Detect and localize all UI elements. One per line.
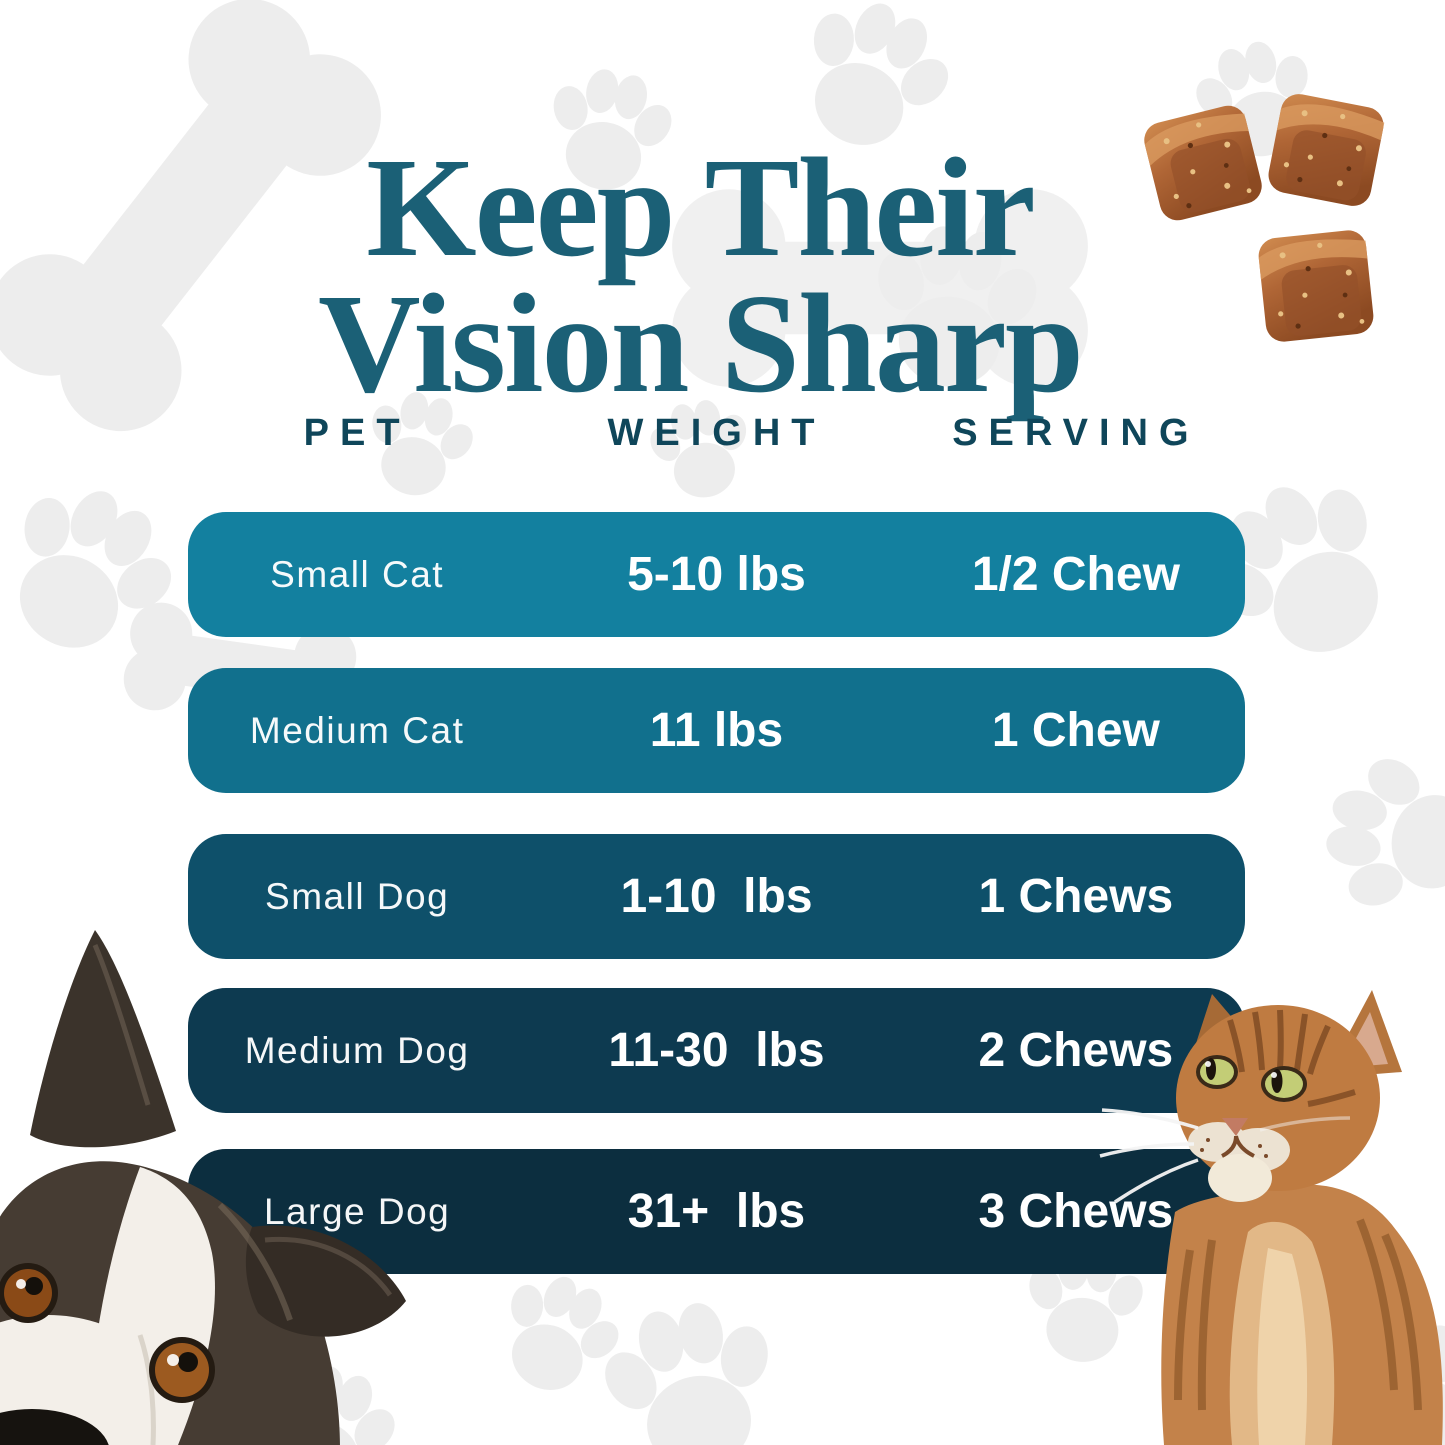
weight-cell: 5-10 lbs [627, 548, 806, 601]
table-row: Small Dog 1-10 lbs 1 Chews [188, 834, 1245, 959]
table-row: Medium Dog 11-30 lbs 2 Chews [188, 988, 1245, 1113]
serving-cell: 1 Chew [991, 704, 1160, 757]
table-row: Large Dog 31+ lbs 3 Chews [188, 1149, 1245, 1274]
chew-treat [1258, 230, 1374, 342]
serving-cell: 2 Chews [978, 1024, 1174, 1077]
pet-cell: Medium Dog [244, 1029, 470, 1071]
serving-cell: 1 Chews [978, 870, 1174, 923]
title-line-1: Keep Their [366, 128, 1036, 287]
table-header-row: PET WEIGHT SERVING [188, 408, 1245, 458]
cat-eye [1196, 1055, 1238, 1089]
pet-cell: Large Dog [263, 1190, 451, 1232]
weight-cell: 11 lbs [649, 704, 784, 757]
pet-cell: Medium Cat [249, 709, 465, 751]
table-row: Medium Cat 11 lbs 1 Chew [188, 668, 1245, 793]
serving-cell: 3 Chews [978, 1185, 1174, 1238]
cat-photo [1099, 990, 1443, 1445]
dog-photo [0, 930, 406, 1445]
header-weight: WEIGHT [607, 411, 826, 454]
cat-eye [1261, 1066, 1307, 1102]
dog-eye [0, 1263, 58, 1323]
dog-eye [149, 1337, 215, 1403]
title-line-2: Vision Sharp [318, 264, 1084, 423]
chew-treat [1268, 94, 1385, 206]
weight-cell: 31+ lbs [627, 1185, 806, 1238]
chew-treat [1144, 105, 1262, 221]
table-row: Small Cat 5-10 lbs 1/2 Chew [188, 512, 1245, 637]
supplement-chews-icon [1144, 94, 1385, 342]
page-title: Keep Their Vision Sharp [0, 128, 1400, 423]
dog-nose [0, 1409, 109, 1445]
pet-cell: Small Dog [265, 875, 450, 917]
serving-cell: 1/2 Chew [971, 548, 1180, 601]
pet-cell: Small Cat [270, 553, 445, 595]
weight-cell: 1-10 lbs [620, 870, 813, 923]
cat-nose [1222, 1118, 1248, 1136]
weight-cell: 11-30 lbs [608, 1024, 825, 1077]
header-serving: SERVING [952, 411, 1200, 454]
header-pet: PET [303, 411, 411, 454]
